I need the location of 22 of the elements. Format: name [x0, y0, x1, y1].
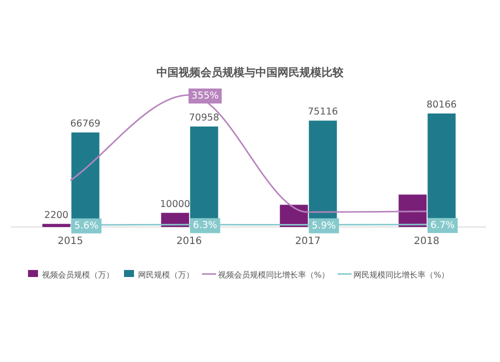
x-tick-label: 2018 — [414, 236, 440, 247]
data-label: 80166 — [426, 99, 457, 110]
legend-label: 视频会员规模（万） — [42, 270, 114, 280]
bar — [42, 224, 70, 227]
data-label: 66769 — [70, 118, 100, 130]
data-label: 75116 — [308, 106, 338, 118]
data-label: 6.7% — [430, 220, 455, 232]
chart-title: 中国视频会员规模与中国网民规模比较 — [156, 66, 344, 79]
data-label: 5.9% — [312, 220, 336, 232]
data-label: 10000 — [160, 198, 190, 210]
data-label: 2200 — [44, 210, 68, 221]
legend-label: 网民规模同比增长率（%） — [354, 270, 450, 280]
x-tick-label: 2016 — [176, 236, 202, 247]
x-tick-label: 2015 — [58, 236, 84, 247]
bar — [398, 194, 427, 227]
data-label: 6.3% — [193, 220, 218, 232]
data-label: 355% — [192, 90, 219, 102]
data-label: 70958 — [189, 112, 220, 124]
data-label: 5.6% — [74, 220, 98, 232]
legend-label: 视频会员规模同比增长率（%） — [218, 270, 330, 280]
x-tick-label: 2017 — [295, 236, 321, 247]
legend-label: 网民规模（万） — [138, 270, 194, 280]
